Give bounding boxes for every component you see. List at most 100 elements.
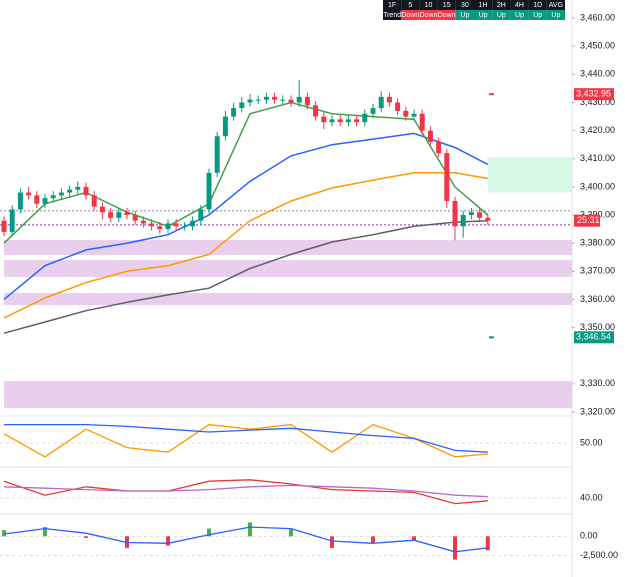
candle-body: [345, 119, 351, 123]
price-label-box: [574, 331, 614, 344]
candle-body: [1, 220, 7, 232]
table-cell-text: Up: [515, 12, 524, 19]
histogram-bar: [289, 529, 293, 537]
table-cell: [383, 10, 402, 20]
candle-body: [140, 220, 146, 224]
candle-body: [296, 96, 302, 103]
table-cell-text: Up: [479, 12, 488, 19]
candle-body: [157, 226, 163, 230]
y-tick-label: 3,440.00: [580, 69, 615, 79]
candle-body: [91, 195, 97, 207]
y-tick-label: 3,420.00: [580, 125, 615, 135]
candle-body: [386, 96, 392, 103]
y-tick-label: 3,390.00: [580, 209, 615, 219]
table-header: AVG: [549, 2, 563, 9]
candle-body: [411, 113, 417, 117]
candle-body: [436, 141, 442, 154]
histogram-bar: [330, 536, 334, 548]
candle-body: [108, 212, 114, 218]
y-tick-label: 3,460.00: [580, 12, 615, 22]
table-header-cell: [528, 0, 547, 10]
table-cell: [401, 10, 420, 20]
candle-body: [75, 186, 81, 190]
candle-body: [116, 212, 122, 218]
candle-body: [362, 113, 368, 123]
table-header: 1H: [479, 2, 488, 9]
table-cell-text: Down: [401, 12, 419, 19]
histogram-bar: [453, 536, 457, 560]
moving-average: [3, 172, 488, 319]
candle-body: [239, 102, 245, 109]
candle-body: [83, 186, 89, 196]
table-cell-text: Trend: [383, 12, 401, 19]
table-cell: [437, 10, 456, 20]
candle-body: [280, 99, 286, 101]
table-header: 2H: [497, 2, 506, 9]
table-header: 30: [461, 2, 469, 9]
zone: [4, 260, 572, 277]
candle-body: [468, 212, 474, 216]
table-header: 4H: [515, 2, 524, 9]
candle-body: [190, 220, 196, 227]
y-tick-label: 3,350.00: [580, 322, 615, 332]
y-tick-label: 3,380.00: [580, 238, 615, 248]
table-header: 10: [425, 2, 433, 9]
candle-body: [198, 209, 204, 221]
y-tick-label: 3,360.00: [580, 294, 615, 304]
candle-body: [427, 130, 433, 142]
candle-body: [222, 116, 228, 137]
y-tick-label: 40.00: [580, 492, 603, 502]
candle-body: [460, 215, 466, 227]
candle-body: [173, 223, 179, 227]
candle-body: [124, 212, 130, 216]
table-header-cell: [383, 0, 402, 10]
table-header-cell: [437, 0, 456, 10]
y-tick-label: 3,410.00: [580, 153, 615, 163]
candle-body: [58, 192, 64, 196]
table-cell: [510, 10, 529, 20]
table-cell: [492, 10, 511, 20]
candle-body: [17, 192, 23, 210]
indicator-line: [3, 479, 488, 505]
candle-body: [313, 105, 319, 117]
zone: [4, 292, 572, 306]
candle-body: [165, 223, 171, 230]
y-tick-label: 3,400.00: [580, 181, 615, 191]
table-cell: [474, 10, 493, 20]
price-label: 3,432.95: [576, 89, 611, 99]
candle-body: [247, 99, 253, 103]
y-tick-label: 3,330.00: [580, 378, 615, 388]
candle-body: [452, 200, 458, 227]
table-cell-text: Up: [551, 12, 560, 19]
candle-body: [231, 108, 237, 117]
price-label-box: [574, 88, 614, 101]
table-cell-text: Up: [533, 12, 542, 19]
y-tick-label: 3,450.00: [580, 41, 615, 51]
candle-body: [321, 116, 327, 123]
table-cell: [528, 10, 547, 20]
table-header-cell: [419, 0, 438, 10]
candle-body: [370, 108, 376, 114]
table-header: 1F: [388, 2, 396, 9]
candle-body: [214, 136, 220, 173]
candle-body: [272, 96, 278, 100]
table-cell: [546, 10, 565, 20]
table-header-cell: [492, 0, 511, 10]
candle-body: [206, 172, 212, 210]
candle-body: [403, 110, 409, 117]
moving-average: [3, 219, 488, 334]
candle-body: [329, 119, 335, 123]
table-header: 1D: [533, 2, 542, 9]
candle-body: [26, 192, 32, 196]
candle-body: [67, 189, 73, 193]
candle-body: [255, 99, 261, 101]
histogram-bar: [412, 536, 416, 541]
zone: [487, 157, 572, 193]
histogram-bar: [248, 522, 252, 537]
candle-body: [378, 96, 384, 109]
candle-body: [419, 113, 425, 131]
y-tick-label: 0.00: [580, 531, 598, 541]
histogram-bar: [84, 536, 88, 538]
